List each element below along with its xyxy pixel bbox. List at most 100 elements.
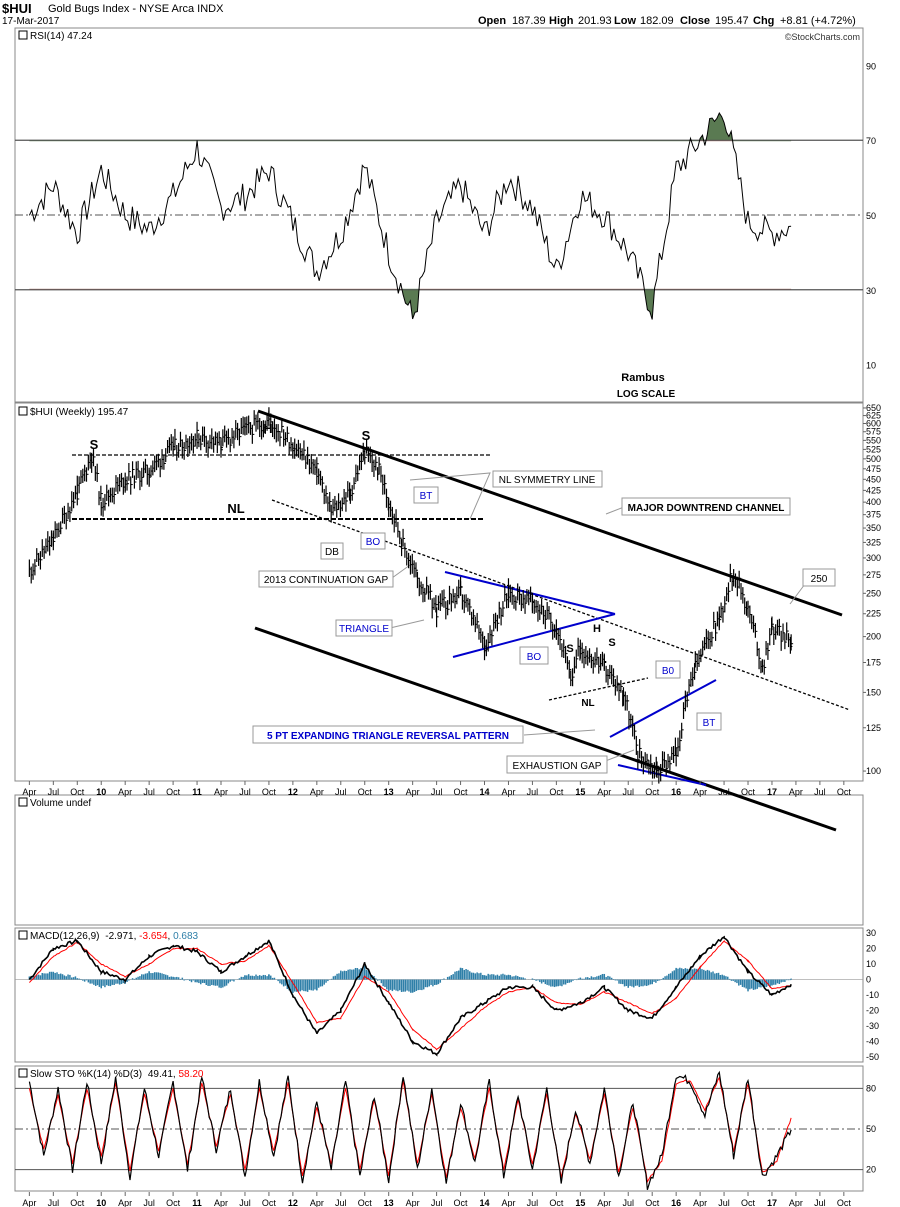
stockcharts-credit: ©StockCharts.com [785,32,860,42]
label-bo-frame-2 [519,646,549,665]
price-xtick-label-19: 14 [480,787,490,797]
sto-xtick-label-0: Apr [22,1198,36,1207]
price-ytick-0: 100 [866,766,881,776]
sto-xtick-label-29: Jul [718,1198,730,1207]
label-db: DB [325,547,339,558]
sto-xtick-label-31: 17 [767,1198,777,1207]
label-250: 250 [811,574,828,585]
rsi-line [28,111,792,320]
label-bo-box-2: BO [519,646,549,665]
volume-legend: Volume undef [18,797,91,809]
price-ytick-19: 575 [866,427,881,437]
label-db-box: DB [320,542,344,560]
chg-label: Chg [753,15,774,27]
price-xtick-label-2: Oct [70,787,85,797]
pattern-pointer [523,729,596,736]
price-ytick-12: 400 [866,497,881,507]
price-ytick-15: 475 [866,464,881,474]
label-bo-frame-1 [360,532,386,550]
rsi-annotation-2: LOG SCALE [617,389,676,400]
price-xtick-label-16: Apr [406,787,420,797]
label-bo-1: BO [366,537,381,548]
label-exhaustion-frame [506,755,608,774]
price-ytick-9: 325 [866,537,881,547]
price-xtick-label-20: Apr [501,787,515,797]
label-small-nl: NL [581,698,594,709]
sto-xtick-label-4: Apr [118,1198,132,1207]
price-xtick-label-33: Jul [814,787,826,797]
price-ytick-10: 350 [866,523,881,533]
macd-legend-value: -2.971 [105,931,134,942]
label-downtrend-box: MAJOR DOWNTREND CHANNEL [621,497,791,516]
price-legend-swatch [18,406,28,416]
sto-xtick-label-33: Jul [814,1198,826,1207]
label-b0: B0 [662,666,675,677]
label-pattern-box: 5 PT EXPANDING TRIANGLE REVERSAL PATTERN [252,725,524,744]
sto-xtick-label-15: 13 [384,1198,394,1207]
label-s-right: S [362,428,371,443]
price-xtick-label-24: Apr [597,787,611,797]
macd-ytick-7: -40 [866,1036,879,1046]
label-nl-symmetry: NL SYMMETRY LINE [499,475,596,486]
rsi-ytick-0: 10 [866,361,876,371]
price-xtick-label-0: Apr [22,787,36,797]
price-xtick-label-15: 13 [384,787,394,797]
sto-legend-d: 58.20 [178,1069,203,1080]
price-xtick-label-27: 16 [671,787,681,797]
header-symbol: $HUI [2,1,32,16]
label-triangle: TRIANGLE [339,624,389,635]
label-head: H [263,421,272,436]
sto-xtick-label-14: Oct [358,1198,373,1207]
sto-xtick-label-21: Jul [527,1198,539,1207]
price-ytick-18: 550 [866,435,881,445]
macd-ytick-8: -50 [866,1052,879,1062]
label-s-left: S [90,437,99,452]
price-panel-frame [14,402,864,782]
sto-xtick-label-9: Jul [239,1198,251,1207]
sto-xtick-label-17: Jul [431,1198,443,1207]
price-xtick-label-29: Jul [718,787,730,797]
chart-marks: Apr Jul Oct 10 Apr Jul Oct 11 Apr Jul Oct 12 Apr Jul O… [15,29,881,1207]
price-ytick-3: 175 [866,657,881,667]
price-legend: $HUI (Weekly) 195.47 [18,406,129,418]
sto-ytick-1: 50 [866,1124,876,1134]
price-ytick-8: 300 [866,553,881,563]
price-ytick-13: 425 [866,485,881,495]
label-downtrend-frame [621,497,791,516]
price-ytick-1: 125 [866,723,881,733]
sto-xtick-label-19: 14 [480,1198,490,1207]
rsi-legend-text: RSI(14) 47.24 [30,31,93,42]
header-date: 17-Mar-2017 [2,16,60,27]
label-gap-box: 2013 CONTINUATION GAP [258,570,394,588]
price-xtick-label-7: 11 [192,787,202,797]
price-xtick-label-4: Apr [118,787,132,797]
label-expanding-triangle: 5 PT EXPANDING TRIANGLE REVERSAL PATTERN [267,731,509,742]
sto-xtick-label-30: Oct [741,1198,756,1207]
gap-pointer [391,564,411,579]
macd-ytick-6: -30 [866,1021,879,1031]
sto-ytick-2: 80 [866,1083,876,1093]
sto-xtick-label-24: Apr [597,1198,611,1207]
small-neckline [548,677,649,701]
sto-xtick-label-6: Oct [166,1198,181,1207]
rsi-top-area [16,29,862,140]
label-major-downtrend: MAJOR DOWNTREND CHANNEL [628,503,785,514]
macd-legend-text: MACD(12,26,9) -2.971, -3.654, 0.683 [30,931,199,942]
nl-symmetry-pointer [409,472,491,520]
sto-xtick-label-11: 12 [288,1198,298,1207]
triangle-lower-line [452,613,616,658]
triangle-pointer [389,619,425,629]
price-xtick-label-1: Jul [48,787,60,797]
sto-ytick-0: 20 [866,1165,876,1175]
sto-xtick-label-16: Apr [406,1198,420,1207]
rsi-ytick-1: 30 [866,286,876,296]
sto-xtick-label-12: Apr [310,1198,324,1207]
sto-xtick-label-27: 16 [671,1198,681,1207]
price-xtick-label-12: Apr [310,787,324,797]
price-xtick-label-9: Jul [239,787,251,797]
price-xtick-label-28: Apr [693,787,707,797]
sto-xtick-label-3: 10 [96,1198,106,1207]
price-xtick-label-22: Oct [549,787,564,797]
rsi-legend: RSI(14) 47.24 [18,30,93,42]
